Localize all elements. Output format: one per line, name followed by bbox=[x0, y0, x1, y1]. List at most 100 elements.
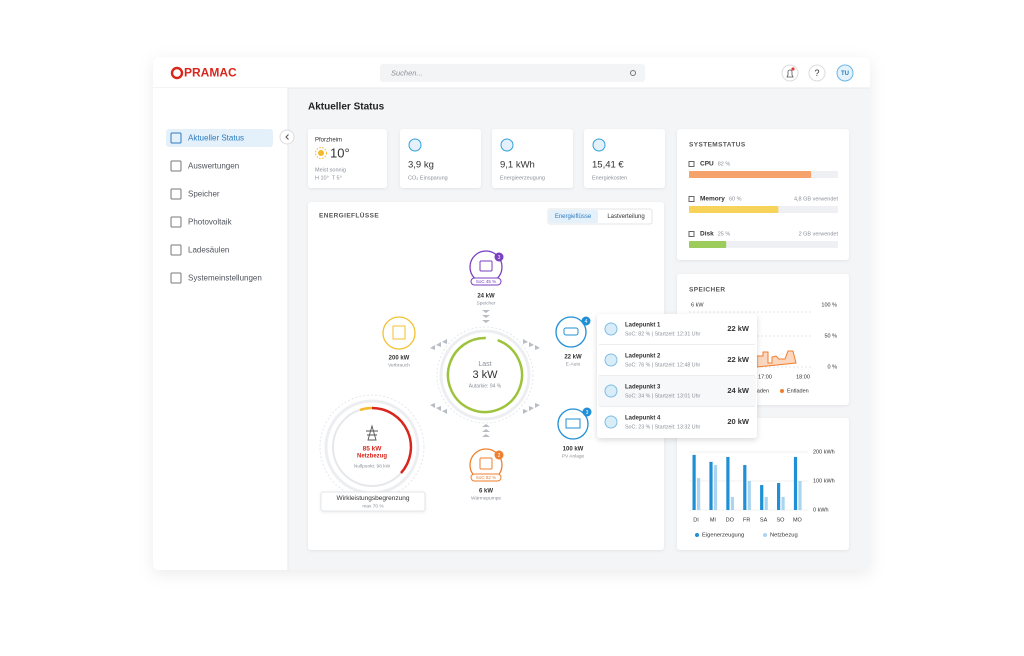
status-name: Memory bbox=[700, 196, 725, 203]
bar bbox=[697, 478, 701, 510]
kpi-value: 3,9 kg bbox=[408, 160, 434, 171]
legend-label: Netzbezug bbox=[770, 533, 798, 539]
search-box[interactable] bbox=[380, 64, 645, 82]
row-hover bbox=[598, 376, 756, 406]
tab-load-distribution[interactable]: Lastverteilung bbox=[607, 214, 644, 220]
bar bbox=[730, 496, 734, 510]
notification-dot bbox=[791, 67, 795, 71]
status-name: Disk bbox=[700, 231, 714, 238]
menu-item[interactable]: Auswertungen bbox=[188, 162, 239, 171]
bar bbox=[743, 465, 747, 510]
storage-badge bbox=[494, 252, 504, 262]
collapse-button[interactable] bbox=[279, 129, 295, 145]
status-name: CPU bbox=[700, 161, 714, 168]
storage-legend-discharge: Entladen bbox=[787, 388, 809, 394]
weekly-chart-card bbox=[677, 418, 849, 550]
status-bar bbox=[689, 171, 812, 178]
charger-details: SoC: 23 % | Startzeit: 13:32 Uhr bbox=[625, 424, 701, 430]
notifications-button[interactable] bbox=[781, 64, 799, 82]
menu-icon bbox=[170, 160, 182, 172]
weekly-chart: 0 kWh 100 kWh 200 kWh DI MI DO FR SA SO MO Eigener… bbox=[689, 449, 835, 539]
kpi-label: CO₂ Einsparung bbox=[408, 175, 448, 181]
center-outer-ring bbox=[436, 326, 534, 424]
charger-name[interactable]: Ladepunkt 4 bbox=[625, 416, 661, 422]
status-bar bbox=[689, 206, 779, 213]
storage-soc-pill bbox=[470, 277, 502, 286]
ev-icon bbox=[563, 327, 579, 336]
charger-icon bbox=[604, 415, 618, 429]
x-tick-label: SA bbox=[760, 517, 768, 523]
storage-legend-dot bbox=[780, 389, 784, 393]
menu-icon bbox=[170, 244, 182, 256]
kpi-icon bbox=[408, 138, 422, 152]
center-value: 3 kW bbox=[472, 369, 498, 381]
bell-icon bbox=[786, 69, 794, 78]
heatpump-icon bbox=[479, 457, 493, 470]
consumption-node[interactable] bbox=[382, 316, 416, 350]
bar bbox=[692, 454, 696, 510]
menu-item[interactable]: Photovoltaik bbox=[188, 218, 233, 227]
heatpump-soc-pill bbox=[470, 473, 502, 482]
x-tick-label: DO bbox=[726, 517, 735, 523]
storage-icon bbox=[479, 260, 493, 272]
heatpump-label: Wärmepumpe bbox=[471, 495, 501, 501]
help-button[interactable] bbox=[808, 64, 826, 82]
charging-points: Ladepunkt 1 SoC: 82 % | Startzeit: 12:31 … bbox=[598, 322, 756, 430]
charger-name[interactable]: Ladepunkt 1 bbox=[625, 323, 661, 329]
x-tick-label: MO bbox=[793, 517, 803, 523]
bar bbox=[709, 461, 713, 510]
user-initials: TU bbox=[841, 71, 849, 77]
limit-label: Wirkleistungsbegrenzung bbox=[337, 495, 410, 502]
legend-dot bbox=[695, 533, 699, 537]
center-label: Last bbox=[478, 361, 491, 368]
menu-item[interactable]: Ladesäulen bbox=[188, 246, 229, 255]
bar bbox=[798, 481, 802, 510]
logo: PRAMAC bbox=[184, 66, 237, 80]
status-icon bbox=[688, 196, 695, 202]
limit-value: max 70 % bbox=[362, 503, 384, 509]
bar bbox=[760, 485, 764, 510]
status-value: 25 % bbox=[718, 231, 731, 237]
ev-value: 22 kW bbox=[564, 355, 582, 361]
kpi-icon bbox=[592, 138, 606, 152]
user-avatar[interactable] bbox=[836, 64, 854, 82]
system-status-title: SYSTEMSTATUS bbox=[689, 142, 746, 149]
storage-badge-count: 3 bbox=[498, 255, 501, 261]
collapse-icon bbox=[285, 134, 289, 140]
legend-dot bbox=[763, 533, 767, 537]
x-tick-label: DI bbox=[693, 517, 699, 523]
flow-arrows bbox=[430, 310, 540, 437]
storage-title: SPEICHER bbox=[689, 287, 725, 294]
x-tick-label: FR bbox=[743, 517, 750, 523]
storage-value: 24 kW bbox=[477, 294, 495, 300]
menu-item[interactable]: Speicher bbox=[188, 190, 220, 199]
bar bbox=[726, 456, 730, 510]
charger-name[interactable]: Ladepunkt 3 bbox=[625, 385, 661, 391]
pv-node[interactable] bbox=[557, 408, 589, 440]
pv-value: 100 kW bbox=[563, 447, 584, 453]
search-placeholder: Suchen... bbox=[391, 68, 423, 77]
grid-arc bbox=[371, 406, 413, 474]
grid-limit-arc bbox=[359, 406, 373, 412]
pv-badge bbox=[582, 407, 592, 417]
autarky-ring bbox=[446, 336, 524, 414]
menu-item[interactable]: Systemeinstellungen bbox=[188, 274, 262, 283]
storage-label: Speicher bbox=[477, 300, 496, 306]
charger-icon bbox=[604, 384, 618, 398]
menu-item[interactable]: Aktueller Status bbox=[188, 134, 244, 143]
kpi-value: 9,1 kWh bbox=[500, 160, 535, 171]
charger-details: SoC: 82 % | Startzeit: 12:31 Uhr bbox=[625, 331, 701, 337]
charger-name[interactable]: Ladepunkt 2 bbox=[625, 354, 661, 360]
bar bbox=[793, 456, 798, 510]
charger-details: SoC: 76 % | Startzeit: 12:48 Uhr bbox=[625, 362, 701, 368]
tab-energy-flows[interactable]: Energieflüsse bbox=[555, 214, 592, 220]
pv-badge-count: 3 bbox=[586, 410, 589, 416]
bar bbox=[713, 465, 718, 510]
ev-node[interactable] bbox=[555, 316, 587, 348]
kpi-value: 15,41 € bbox=[592, 160, 624, 171]
pv-label: PV Anlage bbox=[562, 453, 585, 459]
sun-icon bbox=[318, 150, 324, 156]
heatpump-value: 6 kW bbox=[479, 489, 493, 495]
storage-soc: SoC 45 % bbox=[476, 279, 496, 284]
charger-icon bbox=[604, 353, 618, 367]
